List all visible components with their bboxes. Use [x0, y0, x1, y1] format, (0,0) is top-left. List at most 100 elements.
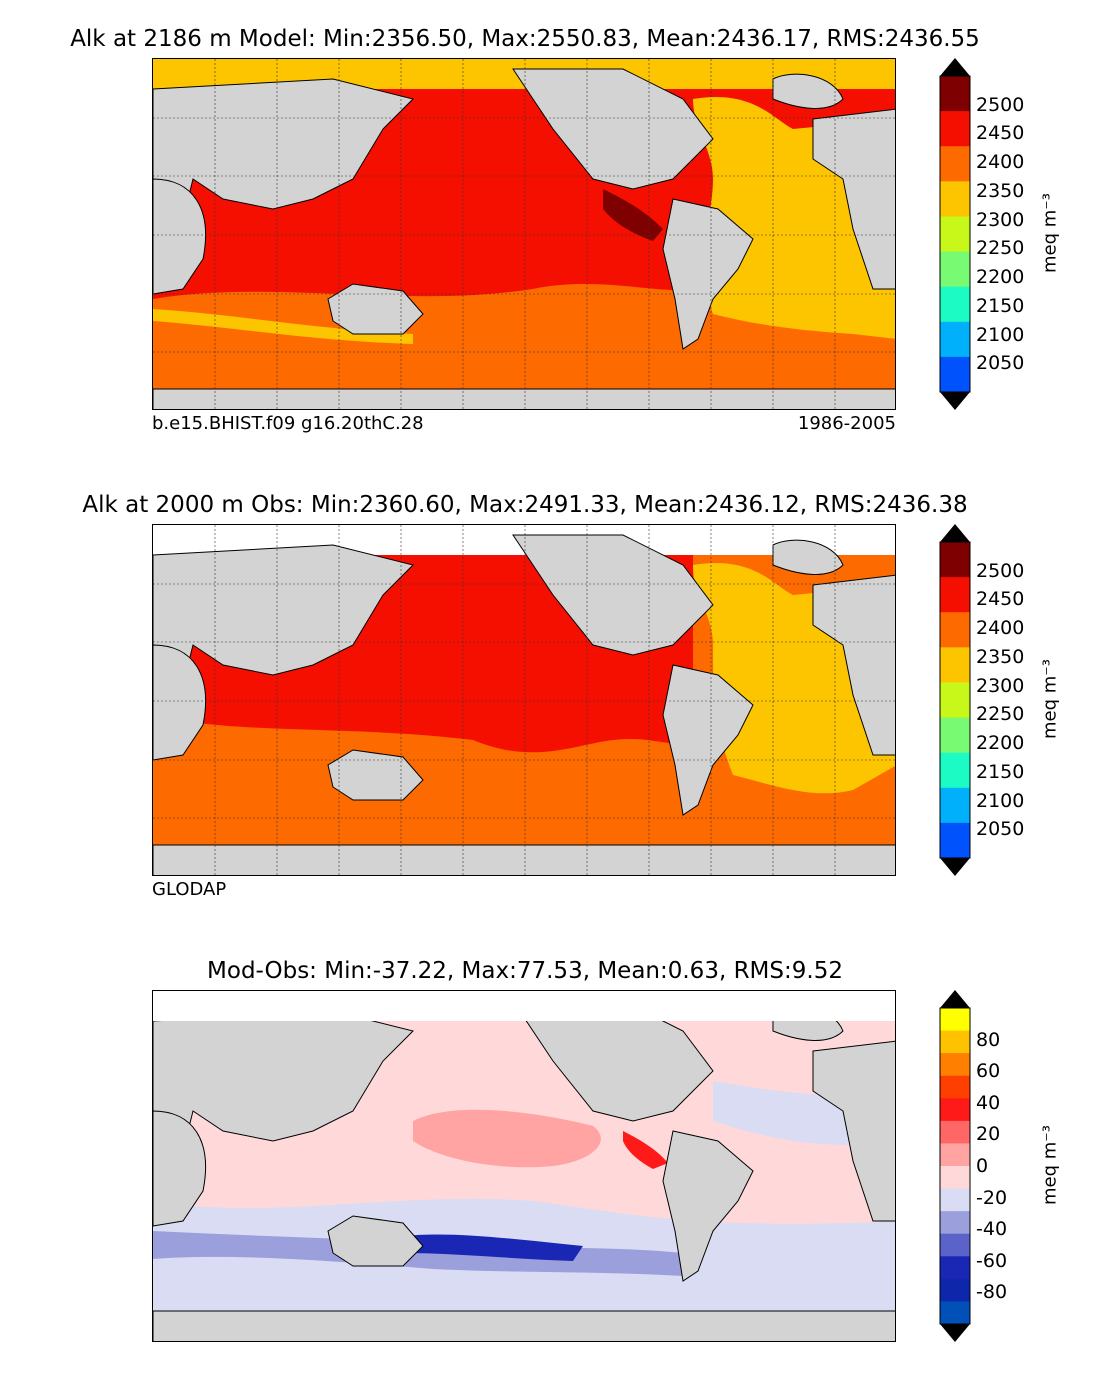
- colorbar-swatch: [940, 1075, 970, 1099]
- australia-land: [327, 1215, 424, 1267]
- colorbar-swatch: [940, 216, 970, 253]
- colorbar-swatch: [940, 181, 970, 217]
- colorbar-tick-label: 2450: [976, 588, 1025, 611]
- colorbar-swatch: [940, 612, 970, 648]
- colorbar-swatch: [940, 1053, 970, 1077]
- europe-africa-land: [812, 108, 895, 290]
- map-frame: [152, 524, 896, 876]
- graticule: [153, 525, 895, 875]
- colorbar-tick-label: 2450: [976, 122, 1025, 145]
- colorbar-tick-label: 20: [976, 1123, 1001, 1146]
- panel-model: Alk at 2186 m Model: Min:2356.50, Max:25…: [0, 0, 1096, 460]
- colorbar: [939, 990, 971, 1342]
- colorbar-swatch: [940, 822, 970, 859]
- colorbar-tick-label: 2500: [976, 93, 1025, 116]
- colorbar-swatch: [940, 682, 970, 719]
- colorbar-tick-label: 2050: [976, 352, 1025, 375]
- colorbar-tick-label: 2300: [976, 674, 1025, 697]
- australia-land: [327, 283, 424, 335]
- colorbar-tick-label: 2400: [976, 617, 1025, 640]
- colorbar-swatch: [940, 647, 970, 683]
- southern-min-band: [403, 1234, 583, 1261]
- colorbar-tick-label: 2250: [976, 703, 1025, 726]
- panel-obs: Alk at 2000 m Obs: Min:2360.60, Max:2491…: [0, 466, 1096, 926]
- colorbar-tick-label: 2350: [976, 645, 1025, 668]
- panel-title: Mod-Obs: Min:-37.22, Max:77.53, Mean:0.6…: [207, 958, 843, 984]
- colorbar-extend-min: [940, 392, 970, 410]
- colorbar-extend-min: [940, 1324, 970, 1342]
- colorbar-tick-label: 2100: [976, 789, 1025, 812]
- colorbar-tick-label: -40: [976, 1218, 1008, 1241]
- colorbar-swatch: [940, 577, 970, 613]
- colorbar-tick-label: -80: [976, 1281, 1008, 1304]
- colorbar-outline: [939, 541, 971, 859]
- colorbar-swatch: [940, 1188, 970, 1212]
- global-map: [153, 525, 895, 875]
- colorbar-unit: meq m⁻³: [1039, 1124, 1061, 1206]
- map-frame: [152, 58, 896, 410]
- antarctica-land: [153, 844, 895, 875]
- colorbar-tick-label: -60: [976, 1249, 1008, 1272]
- north-america-land: [512, 68, 714, 190]
- colorbar-tick-label: 2200: [976, 732, 1025, 755]
- panel-title: Alk at 2000 m Obs: Min:2360.60, Max:2491…: [82, 492, 968, 518]
- arctic-nodata: [153, 991, 895, 1021]
- africa-land: [153, 1110, 207, 1227]
- colorbar-graphic: [939, 524, 971, 876]
- caption-source: GLODAP: [152, 879, 227, 900]
- graticule: [153, 59, 895, 409]
- colorbar-swatch: [940, 76, 970, 112]
- colorbar-swatch: [940, 356, 970, 393]
- pacific-positive-region: [413, 1109, 601, 1168]
- colorbar-swatch: [940, 787, 970, 824]
- south-america-land: [662, 198, 754, 350]
- colorbar-tick-label: 80: [976, 1028, 1001, 1051]
- greenland-land: [772, 539, 844, 575]
- east-pacific-max: [603, 189, 663, 241]
- colorbar-swatch: [940, 251, 970, 288]
- colorbar-swatch: [940, 1143, 970, 1167]
- caption-case: b.e15.BHIST.f09 g16.20thC.28: [152, 413, 424, 434]
- colorbar-swatch: [940, 146, 970, 182]
- colorbar-tick-label: 0: [976, 1155, 989, 1177]
- colorbar: [939, 524, 971, 876]
- southern-blue-band: [153, 1231, 683, 1276]
- europe-africa-land: [812, 1040, 895, 1222]
- colorbar-tick-label: 2250: [976, 237, 1025, 260]
- colorbar-swatch: [940, 1120, 970, 1144]
- colorbar-tick-label: 2200: [976, 266, 1025, 289]
- colorbar-tick-label: 2350: [976, 179, 1025, 202]
- colorbar-extend-max: [940, 990, 970, 1008]
- colorbar-swatch: [940, 1278, 970, 1302]
- colorbar-tick-label: 2050: [976, 818, 1025, 841]
- south-america-land: [662, 664, 754, 816]
- africa-land: [153, 644, 207, 761]
- colorbar-tick-label: 2400: [976, 151, 1025, 174]
- colorbar-tick-label: 2150: [976, 760, 1025, 783]
- caption-years: 1986-2005: [797, 413, 896, 434]
- colorbar-swatch: [940, 286, 970, 323]
- east-pacific-max: [623, 1131, 668, 1169]
- colorbar-swatch: [940, 1211, 970, 1235]
- colorbar-tick-label: 60: [976, 1060, 1001, 1083]
- panel-title: Alk at 2186 m Model: Min:2356.50, Max:25…: [70, 26, 980, 52]
- colorbar-swatch: [940, 1008, 970, 1032]
- colorbar-swatch: [940, 717, 970, 754]
- global-map: [153, 991, 895, 1341]
- australia-land: [327, 749, 424, 801]
- colorbar-swatch: [940, 111, 970, 147]
- south-america-land: [662, 1130, 754, 1282]
- antarctica-land: [153, 388, 895, 409]
- colorbar-swatch: [940, 1233, 970, 1257]
- north-america-land: [512, 534, 714, 656]
- south-yellow-band: [153, 309, 413, 344]
- colorbar-unit: meq m⁻³: [1039, 192, 1061, 274]
- colorbar-swatch: [940, 1301, 970, 1325]
- antarctica-land: [153, 1310, 895, 1341]
- colorbar-swatch: [940, 752, 970, 789]
- greenland-land: [772, 73, 844, 109]
- colorbar-swatch: [940, 321, 970, 358]
- colorbar-swatch: [940, 1166, 970, 1190]
- colorbar-swatch: [940, 1256, 970, 1280]
- europe-africa-land: [812, 574, 895, 756]
